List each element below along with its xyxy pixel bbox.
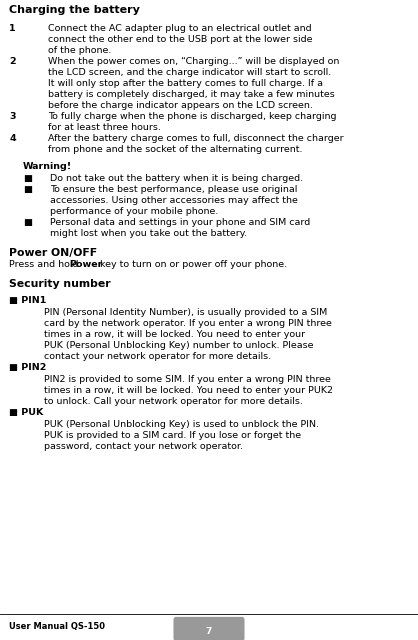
Text: Personal data and settings in your phone and SIM card: Personal data and settings in your phone… (50, 218, 311, 227)
Text: 3: 3 (9, 112, 16, 121)
Text: the LCD screen, and the charge indicator will start to scroll.: the LCD screen, and the charge indicator… (48, 68, 331, 77)
Text: Charging the battery: Charging the battery (9, 5, 140, 15)
Text: After the battery charge comes to full, disconnect the charger: After the battery charge comes to full, … (48, 134, 344, 143)
Text: might lost when you take out the battery.: might lost when you take out the battery… (50, 229, 247, 238)
Text: ■: ■ (23, 218, 32, 227)
Text: ■: ■ (23, 185, 32, 194)
Text: Power: Power (69, 260, 102, 269)
Text: User Manual QS-150: User Manual QS-150 (9, 622, 105, 631)
Text: 2: 2 (9, 57, 16, 66)
Text: Power ON/OFF: Power ON/OFF (9, 248, 97, 258)
Text: to unlock. Call your network operator for more details.: to unlock. Call your network operator fo… (44, 397, 303, 406)
Text: ■ PUK: ■ PUK (9, 408, 43, 417)
Text: When the power comes on, “Charging...” will be displayed on: When the power comes on, “Charging...” w… (48, 57, 339, 66)
Text: battery is completely discharged, it may take a few minutes: battery is completely discharged, it may… (48, 90, 335, 99)
Text: Do not take out the battery when it is being charged.: Do not take out the battery when it is b… (50, 174, 303, 183)
Text: 7: 7 (206, 627, 212, 636)
Text: To ensure the best performance, please use original: To ensure the best performance, please u… (50, 185, 298, 194)
Text: Press and hold: Press and hold (9, 260, 82, 269)
Text: key to turn on or power off your phone.: key to turn on or power off your phone. (97, 260, 287, 269)
Text: times in a row, it will be locked. You need to enter your: times in a row, it will be locked. You n… (44, 330, 305, 339)
Text: To fully charge when the phone is discharged, keep charging: To fully charge when the phone is discha… (48, 112, 336, 121)
Text: PUK (Personal Unblocking Key) number to unlock. Please: PUK (Personal Unblocking Key) number to … (44, 341, 314, 350)
Text: 4: 4 (9, 134, 16, 143)
Text: card by the network operator. If you enter a wrong PIN three: card by the network operator. If you ent… (44, 319, 332, 328)
FancyBboxPatch shape (173, 617, 245, 640)
Text: of the phone.: of the phone. (48, 46, 112, 55)
Text: from phone and the socket of the alternating current.: from phone and the socket of the alterna… (48, 145, 303, 154)
Text: 1: 1 (9, 24, 16, 33)
Text: PIN (Personal Identity Number), is usually provided to a SIM: PIN (Personal Identity Number), is usual… (44, 308, 327, 317)
Text: Warning!: Warning! (23, 162, 72, 171)
Text: ■ PIN2: ■ PIN2 (9, 363, 46, 372)
Text: accessories. Using other accessories may affect the: accessories. Using other accessories may… (50, 196, 298, 205)
Text: ■ PIN1: ■ PIN1 (9, 296, 46, 305)
Text: times in a row, it will be locked. You need to enter your PUK2: times in a row, it will be locked. You n… (44, 386, 333, 395)
Text: Connect the AC adapter plug to an electrical outlet and: Connect the AC adapter plug to an electr… (48, 24, 312, 33)
Text: Security number: Security number (9, 279, 111, 289)
Text: PIN2 is provided to some SIM. If you enter a wrong PIN three: PIN2 is provided to some SIM. If you ent… (44, 375, 331, 384)
Text: for at least three hours.: for at least three hours. (48, 123, 161, 132)
Text: password, contact your network operator.: password, contact your network operator. (44, 442, 243, 451)
Text: ■: ■ (23, 174, 32, 183)
Text: contact your network operator for more details.: contact your network operator for more d… (44, 352, 271, 361)
Text: PUK is provided to a SIM card. If you lose or forget the: PUK is provided to a SIM card. If you lo… (44, 431, 301, 440)
Text: before the charge indicator appears on the LCD screen.: before the charge indicator appears on t… (48, 101, 313, 110)
Text: PUK (Personal Unblocking Key) is used to unblock the PIN.: PUK (Personal Unblocking Key) is used to… (44, 420, 319, 429)
Text: performance of your mobile phone.: performance of your mobile phone. (50, 207, 219, 216)
Text: It will only stop after the battery comes to full charge. If a: It will only stop after the battery come… (48, 79, 323, 88)
Text: connect the other end to the USB port at the lower side: connect the other end to the USB port at… (48, 35, 313, 44)
